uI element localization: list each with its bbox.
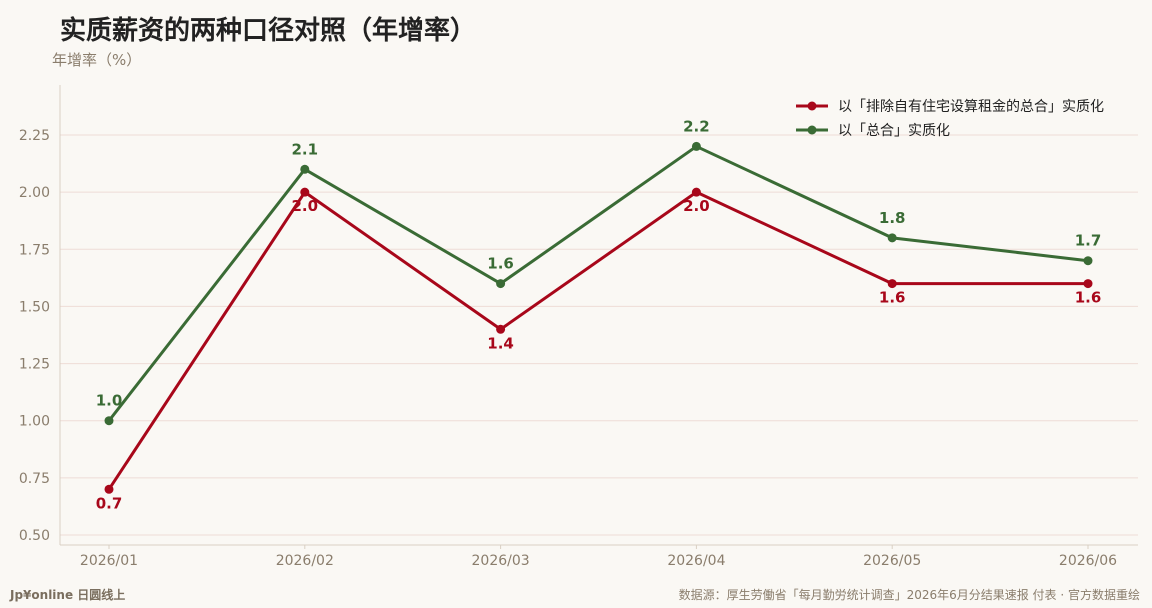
series-2-data-label: 1.7 — [1075, 232, 1102, 250]
axis-layer: 0.50 0.75 1.00 1.25 1.50 1.75 2.00 2.25 2026/01 2… — [19, 85, 1138, 569]
series-1-point — [496, 324, 506, 334]
series-2-point — [887, 233, 897, 243]
series-1-point — [104, 484, 114, 494]
series-2-data-label: 2.2 — [683, 117, 710, 135]
series-2-data-label: 2.1 — [292, 140, 319, 158]
y-axis-label: 年增率（%） — [52, 51, 142, 69]
data-source-note: 数据源：厚生劳働省「每月勤労统计调查」2026年6月分结果速报 付表 · 官方数… — [678, 588, 1140, 602]
series-1-data-label: 1.4 — [487, 334, 514, 352]
series-2-point — [1083, 256, 1093, 266]
series-2-point — [691, 141, 701, 151]
x-tick-label: 2026/01 — [80, 553, 138, 569]
series-line-2 — [107, 144, 1089, 422]
y-tick-label: 0.50 — [19, 528, 50, 544]
legend-swatch-dot — [807, 101, 817, 111]
series-line-1 — [107, 190, 1088, 491]
x-tick-label: 2026/02 — [276, 553, 334, 569]
series-1-point — [300, 187, 310, 197]
series-1-data-label: 1.6 — [1075, 289, 1102, 307]
y-tick-label: 1.00 — [19, 414, 50, 430]
series-2-data-label: 1.6 — [487, 255, 514, 273]
y-tick-label: 0.75 — [19, 471, 50, 487]
x-tick-label: 2026/04 — [667, 553, 725, 569]
series-2-point — [496, 279, 506, 289]
series-2-data-label: 1.8 — [879, 209, 906, 227]
site-logo: Jp¥online 日圆线上 — [10, 588, 126, 602]
y-tick-label: 2.00 — [19, 185, 50, 201]
series-1-point — [691, 187, 701, 197]
y-tick-label: 1.25 — [19, 357, 50, 373]
chart-title: 实质薪资的两种口径对照（年增率） — [60, 16, 477, 46]
series-1-data-label: 2.0 — [292, 197, 319, 215]
series-2-point — [300, 164, 310, 174]
series-1-point — [887, 279, 897, 289]
legend-label: 以「排除自有住宅设算租金的总合」实质化 — [838, 99, 1104, 115]
series-1-point — [1083, 279, 1093, 289]
legend-swatch-dot — [807, 125, 817, 135]
legend-label: 以「总合」实质化 — [838, 123, 950, 139]
series-2-data-label: 1.0 — [96, 392, 123, 410]
series-1-data-label: 0.7 — [96, 494, 123, 512]
series-1-data-label: 2.0 — [683, 197, 710, 215]
y-tick-label: 1.75 — [19, 242, 50, 258]
series-2-point — [104, 416, 114, 426]
series-layer: 0.7 2.0 1.4 2.0 1.6 1.6 1.0 2.1 1.6 2.2 1.8 1.7 — [96, 117, 1102, 512]
x-tick-label: 2026/03 — [472, 553, 530, 569]
series-1-data-label: 1.6 — [879, 289, 906, 307]
y-tick-label: 1.50 — [19, 299, 50, 315]
x-tick-label: 2026/06 — [1059, 553, 1117, 569]
y-tick-label: 2.25 — [19, 128, 50, 144]
x-tick-label: 2026/05 — [863, 553, 921, 569]
grid-layer — [60, 134, 1138, 536]
